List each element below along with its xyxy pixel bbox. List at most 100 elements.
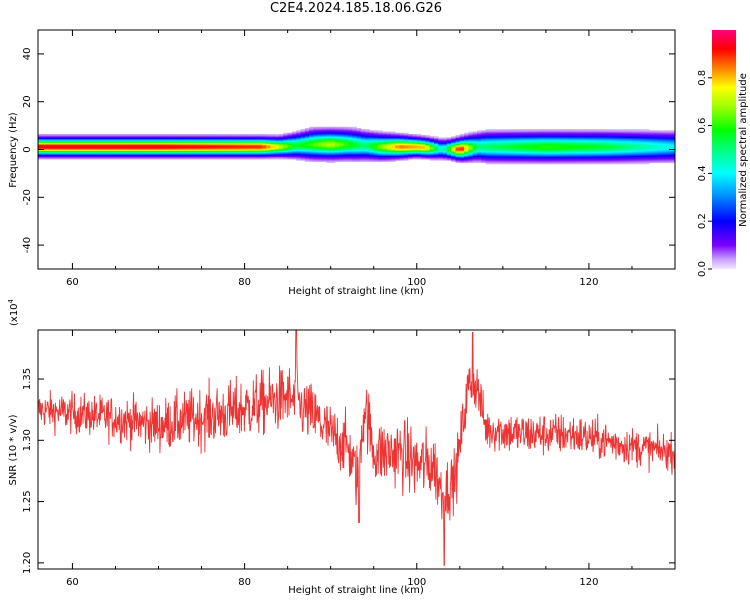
- spectrogram-cell: [502, 130, 508, 132]
- spectrogram-cell: [313, 143, 319, 146]
- spectrogram-cell: [507, 142, 512, 144]
- spectrogram-cell: [481, 144, 487, 147]
- spectrogram-cell: [657, 142, 663, 144]
- spectrogram-cell: [541, 161, 547, 164]
- spectrogram-cell: [537, 155, 542, 158]
- spectrogram-cell: [89, 149, 95, 152]
- spectrogram-cell: [584, 159, 590, 161]
- spectrogram-cell: [223, 151, 228, 154]
- spectrogram-cell: [455, 150, 461, 153]
- spectrogram-cell: [162, 147, 168, 149]
- spectrogram-cell: [459, 149, 465, 152]
- spectrogram-cell: [42, 148, 48, 150]
- spectrogram-cell: [477, 135, 482, 137]
- spectrogram-cell: [576, 153, 581, 155]
- spectrogram-cell: [261, 145, 267, 148]
- spectrogram-cell: [532, 159, 538, 161]
- spectrogram-cell: [175, 139, 181, 142]
- spectrogram-cell: [446, 150, 452, 153]
- spectrogram-cell: [412, 139, 418, 142]
- spectrogram-cell: [244, 142, 250, 144]
- spectrogram-cell: [93, 149, 99, 152]
- spectrogram-cell: [81, 145, 86, 148]
- spectrogram-cell: [378, 151, 383, 154]
- spectrogram-cell: [171, 150, 177, 153]
- spectrogram-cell: [309, 142, 314, 144]
- spectrogram-cell: [141, 138, 147, 141]
- spectrogram-cell: [576, 160, 581, 162]
- spectrogram-cell: [141, 151, 147, 154]
- spectrogram-cell: [433, 148, 439, 150]
- spectrogram-cell: [481, 131, 487, 134]
- spectrogram-cell: [214, 139, 220, 142]
- spectrogram-cell: [390, 138, 396, 141]
- spectrogram-cell: [50, 157, 56, 160]
- spectrogram-cell: [649, 137, 654, 140]
- spectrogram-cell: [378, 150, 383, 153]
- spectrogram-cell: [330, 147, 336, 149]
- spectrogram-cell: [472, 147, 478, 149]
- spectrogram-cell: [287, 157, 293, 160]
- spectrogram-cell: [63, 147, 69, 149]
- spectrogram-cell: [545, 156, 551, 159]
- spectrogram-cell: [72, 141, 78, 143]
- spectrogram-cell: [304, 141, 310, 143]
- spectrogram-cell: [322, 147, 327, 149]
- spectrogram-cell: [554, 159, 560, 161]
- spectrogram-cell: [455, 148, 461, 150]
- spectrogram-cell: [477, 142, 482, 144]
- spectrogram-cell: [227, 142, 233, 144]
- spectrogram-cell: [464, 145, 469, 148]
- spectrogram-cell: [614, 131, 620, 134]
- spectrogram-cell: [279, 135, 284, 137]
- spectrogram-cell: [666, 143, 672, 146]
- spectrogram-cell: [524, 157, 530, 160]
- spectrogram-cell: [636, 132, 641, 135]
- spectrogram-cell: [171, 154, 177, 156]
- spectrogram-cell: [524, 144, 530, 147]
- spectrogram-cell: [477, 137, 482, 140]
- spectrogram-cell: [171, 144, 177, 147]
- spectrogram-cell: [601, 132, 607, 135]
- spectrogram-cell: [145, 147, 151, 149]
- spectrogram-cell: [283, 148, 289, 150]
- spectrogram-cell: [68, 148, 73, 150]
- spectrogram-cell: [571, 133, 577, 136]
- spectrogram-cell: [610, 150, 616, 153]
- spectrogram-cell: [619, 144, 624, 147]
- spectrogram-cell: [494, 138, 499, 141]
- spectrogram-cell: [541, 132, 547, 135]
- spectrogram-cell: [378, 142, 383, 144]
- spectrogram-cell: [459, 157, 465, 160]
- spectrogram-cell: [502, 159, 508, 161]
- spectrogram-cell: [619, 137, 624, 140]
- spectrogram-cell: [304, 148, 310, 150]
- spectrogram-cell: [408, 138, 413, 141]
- spectrogram-cell: [408, 135, 413, 137]
- spectrogram-cell: [201, 139, 207, 142]
- spectrogram-cell: [111, 133, 116, 136]
- spectrogram-cell: [433, 155, 439, 158]
- spectrogram-cell: [81, 138, 86, 141]
- spectrogram-cell: [201, 138, 207, 141]
- spectrogram-cell: [576, 133, 581, 136]
- spectrogram-cell: [395, 139, 400, 142]
- spectrogram-cell: [528, 143, 534, 146]
- spectrogram-cell: [347, 159, 353, 161]
- spectrogram-cell: [421, 138, 426, 141]
- spectrogram-cell: [619, 148, 624, 150]
- spectrogram-cell: [614, 144, 620, 147]
- spectrogram-cell: [244, 135, 250, 137]
- spectrogram-cell: [545, 153, 551, 155]
- spectrogram-cell: [649, 149, 654, 152]
- spectrogram-cell: [588, 129, 594, 131]
- spectrogram-cell: [576, 131, 581, 134]
- spectrogram-cell: [124, 139, 129, 142]
- spectrogram-cell: [567, 137, 573, 140]
- spectrogram-cell: [330, 150, 336, 153]
- spectrogram-cell: [455, 139, 461, 142]
- spectrogram-cell: [145, 155, 151, 158]
- spectrogram-cell: [291, 138, 297, 141]
- spectrogram-cell: [128, 149, 134, 152]
- spectrogram-cell: [464, 157, 469, 160]
